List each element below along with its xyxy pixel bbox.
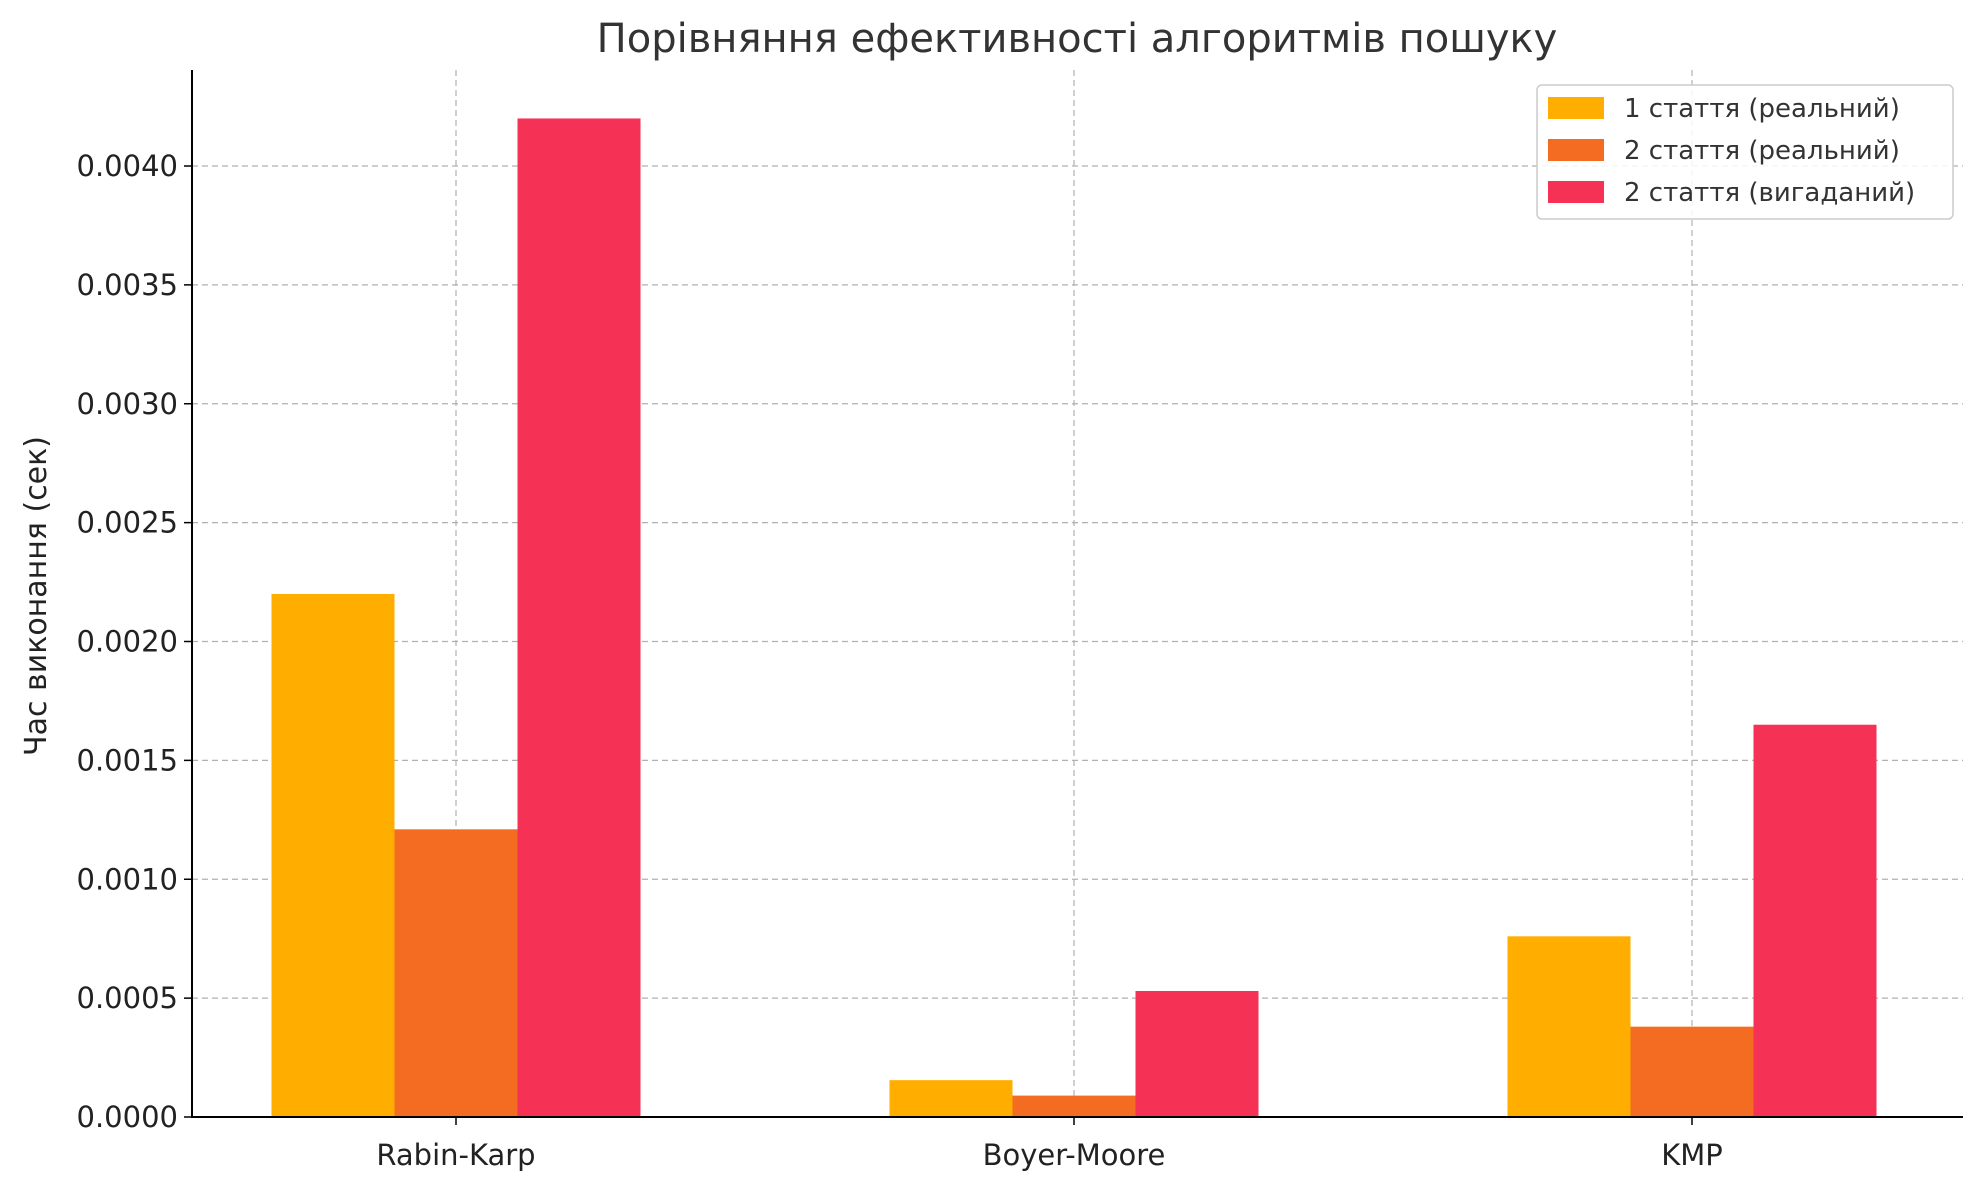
y-tick-label: 0.0030 xyxy=(77,387,178,421)
legend: 1 стаття (реальний) 2 стаття (реальний) 2 … xyxy=(1536,84,1954,220)
legend-label: 1 стаття (реальний) xyxy=(1624,94,1900,124)
bars xyxy=(271,118,1877,1117)
y-tick-label: 0.0005 xyxy=(77,981,178,1015)
grid-lines xyxy=(192,70,1963,1117)
legend-frame xyxy=(1536,84,1954,220)
bar xyxy=(1753,724,1877,1117)
y-tick-label: 0.0025 xyxy=(77,506,178,540)
y-tick-label: 0.0040 xyxy=(77,149,178,183)
y-axis-ticks: 0.0000 0.0005 0.0010 0.0015 0.0020 0.0025 0.00… xyxy=(77,149,192,1134)
legend-label: 2 стаття (реальний) xyxy=(1624,136,1900,166)
legend-label: 2 стаття (вигаданий) xyxy=(1624,178,1915,208)
legend-swatch xyxy=(1548,181,1604,203)
y-tick-label: 0.0015 xyxy=(77,743,178,777)
bar xyxy=(271,593,395,1117)
x-axis-ticks: Rabin-Karp Boyer-Moore KMP xyxy=(376,1117,1723,1172)
legend-items: 1 стаття (реальний) 2 стаття (реальний) 2 … xyxy=(1548,94,1915,208)
x-tick-label: KMP xyxy=(1661,1138,1723,1172)
bar xyxy=(394,829,518,1117)
y-axis-label: Час виконання (сек) xyxy=(19,436,54,756)
bar xyxy=(1630,1026,1754,1117)
bar xyxy=(889,1080,1013,1117)
y-tick-label: 0.0010 xyxy=(77,862,178,896)
y-tick-label: 0.0020 xyxy=(77,625,178,659)
chart-title: Порівняння ефективності алгоритмів пошук… xyxy=(597,16,1558,62)
legend-swatch xyxy=(1548,97,1604,119)
x-tick-label: Rabin-Karp xyxy=(376,1138,535,1172)
bar xyxy=(517,118,641,1117)
y-tick-label: 0.0035 xyxy=(77,268,178,302)
bar xyxy=(1507,936,1631,1117)
y-tick-label: 0.0000 xyxy=(77,1100,178,1134)
legend-swatch xyxy=(1548,139,1604,161)
bar xyxy=(1012,1095,1136,1117)
bar xyxy=(1135,990,1259,1117)
x-tick-label: Boyer-Moore xyxy=(983,1138,1166,1172)
